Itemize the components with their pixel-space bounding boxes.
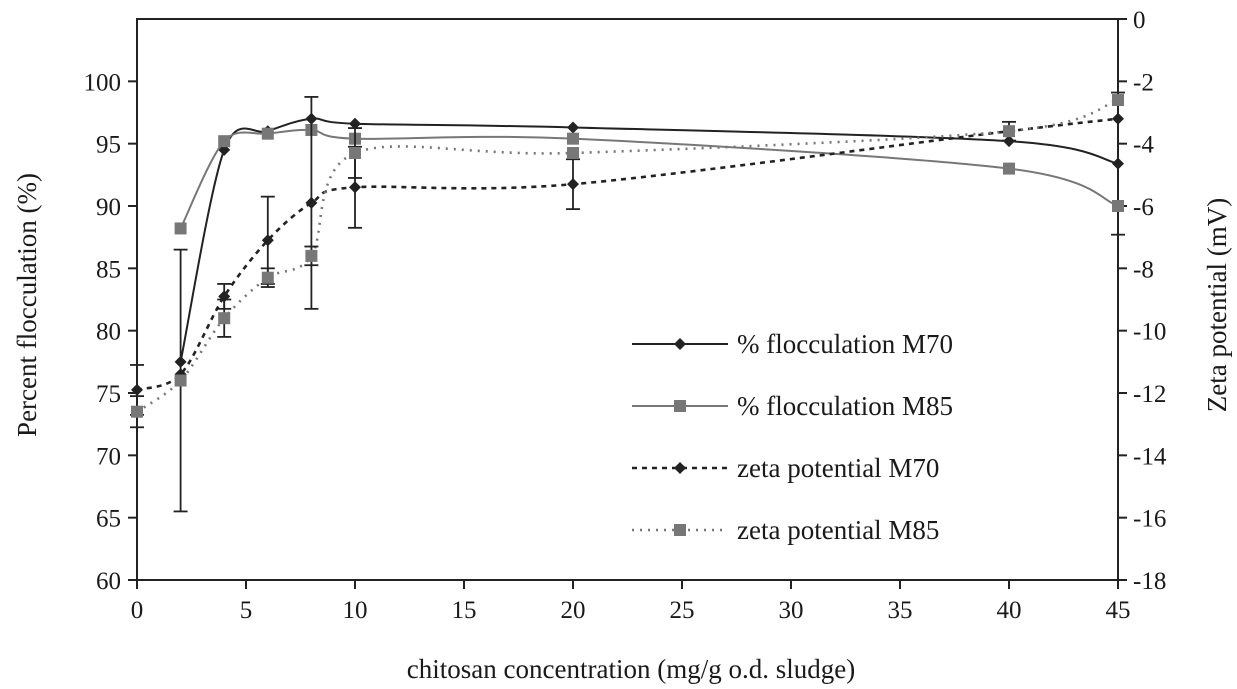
data-point — [1112, 94, 1124, 106]
x-tick-label: 5 — [240, 597, 253, 624]
y-tick-label-right: -10 — [1133, 319, 1166, 346]
y-tick-label-left: 65 — [96, 506, 121, 533]
y-tick-label-left: 90 — [96, 194, 121, 221]
legend-label: zeta potential M85 — [737, 515, 939, 545]
y-tick-label-right: -18 — [1133, 568, 1166, 595]
y-tick-label-right: -14 — [1133, 443, 1167, 470]
series-line — [137, 119, 1118, 390]
legend-item-0: % flocculation M70 — [632, 329, 953, 359]
legend-label: % flocculation M85 — [737, 391, 953, 421]
data-point — [262, 272, 274, 284]
y-axis-left: 60 65 70 75 80 85 90 95 100 — [84, 69, 138, 595]
y-tick-label-right: -16 — [1133, 506, 1166, 533]
legend-item-1: % flocculation M85 — [632, 391, 953, 421]
legend-item-3: zeta potential M85 — [632, 515, 939, 545]
x-tick-label: 20 — [561, 597, 586, 624]
data-point — [218, 135, 230, 147]
series-line — [137, 100, 1118, 412]
x-tick-label: 45 — [1106, 597, 1131, 624]
data-point — [305, 250, 317, 262]
legend-marker — [674, 400, 686, 412]
data-point — [349, 181, 361, 193]
data-point — [567, 147, 579, 159]
data-point — [567, 133, 579, 145]
y-tick-label-left: 70 — [96, 443, 121, 470]
data-point — [1112, 200, 1124, 212]
y-tick-label-left: 60 — [96, 568, 121, 595]
y-tick-label-right: -8 — [1133, 256, 1154, 283]
y-tick-label-right: -6 — [1133, 194, 1154, 221]
x-tick-label: 35 — [888, 597, 913, 624]
y-tick-label-right: -12 — [1133, 381, 1166, 408]
y-tick-label-right: -2 — [1133, 69, 1154, 96]
data-point — [1003, 163, 1015, 175]
series-2 — [130, 97, 1124, 415]
plot-frame — [137, 19, 1118, 580]
y-tick-label-left: 75 — [96, 381, 121, 408]
x-tick-label: 10 — [343, 597, 368, 624]
y-axis-right: -18 -16 -14 -12 -10 -8 -6 -4 -2 0 — [1118, 7, 1167, 595]
legend-marker — [674, 524, 686, 536]
x-tick-label: 15 — [452, 597, 477, 624]
legend-item-2: zeta potential M70 — [632, 453, 939, 483]
x-axis-title: chitosan concentration (mg/g o.d. sludge… — [407, 654, 855, 684]
x-tick-label: 0 — [131, 597, 144, 624]
y-tick-label-left: 85 — [96, 256, 121, 283]
y-tick-label-left: 80 — [96, 319, 121, 346]
data-point — [175, 222, 187, 234]
legend-label: % flocculation M70 — [737, 329, 953, 359]
y-tick-label-left: 100 — [84, 69, 122, 96]
data-point — [218, 312, 230, 324]
plot-border — [137, 19, 1118, 580]
legend-marker — [674, 462, 686, 474]
legend-label: zeta potential M70 — [737, 453, 939, 483]
series-line — [181, 130, 1118, 229]
data-point — [567, 178, 579, 190]
x-tick-label: 25 — [670, 597, 695, 624]
series-layer — [130, 93, 1125, 512]
series-3 — [130, 94, 1124, 511]
data-point — [1003, 125, 1015, 137]
data-point — [131, 406, 143, 418]
data-point — [262, 128, 274, 140]
y-tick-label-right: 0 — [1133, 7, 1146, 34]
x-tick-label: 40 — [997, 597, 1022, 624]
y-tick-label-left: 95 — [96, 132, 121, 159]
data-point — [131, 384, 143, 396]
y-axis-title-right: Zeta potential (mV) — [1202, 198, 1232, 412]
series-line — [181, 119, 1118, 362]
x-axis: 0 5 10 15 20 25 30 35 40 45 — [131, 580, 1131, 624]
y-axis-title-left: Percent flocculation (%) — [12, 173, 42, 437]
data-point — [349, 147, 361, 159]
legend-marker — [674, 338, 686, 350]
data-point — [1112, 113, 1124, 125]
data-point — [175, 375, 187, 387]
data-point — [567, 121, 579, 133]
y-tick-label-right: -4 — [1133, 132, 1154, 159]
data-point — [1112, 158, 1124, 170]
legend: % flocculation M70 % flocculation M85 zeta… — [632, 329, 953, 545]
x-tick-label: 30 — [779, 597, 804, 624]
